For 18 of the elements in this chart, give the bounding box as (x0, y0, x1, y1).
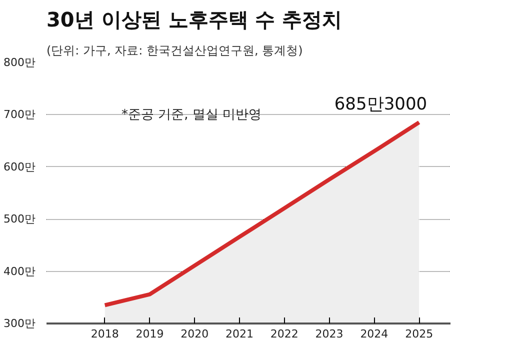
chart-subtitle: (단위: 가구, 자료: 한국건설산업연구원, 통계청) (46, 44, 303, 58)
y-tick-label: 800만 (4, 56, 36, 69)
chart-title: 30년 이상된 노후주택 수 추정치 (46, 8, 342, 32)
y-tick-label: 400만 (4, 264, 36, 278)
y-tick-label: 300만 (4, 317, 36, 330)
y-tick-label: 700만 (4, 108, 36, 122)
y-tick-label: 600만 (4, 160, 36, 174)
x-tick-label: 2019 (136, 328, 164, 340)
x-tick-label: 2024 (360, 328, 388, 340)
x-tick-label: 2021 (226, 328, 254, 340)
y-tick-label: 500만 (4, 212, 36, 226)
annotation: *준공 기준, 멸실 미반영 (122, 108, 262, 122)
annotation: 685만3000 (334, 94, 428, 114)
x-tick-label: 2020 (180, 328, 209, 340)
x-tick-label: 2018 (90, 328, 119, 340)
x-tick-label: 2025 (405, 328, 434, 340)
x-tick-label: 2022 (270, 328, 298, 340)
x-tick-label: 2023 (315, 328, 344, 340)
